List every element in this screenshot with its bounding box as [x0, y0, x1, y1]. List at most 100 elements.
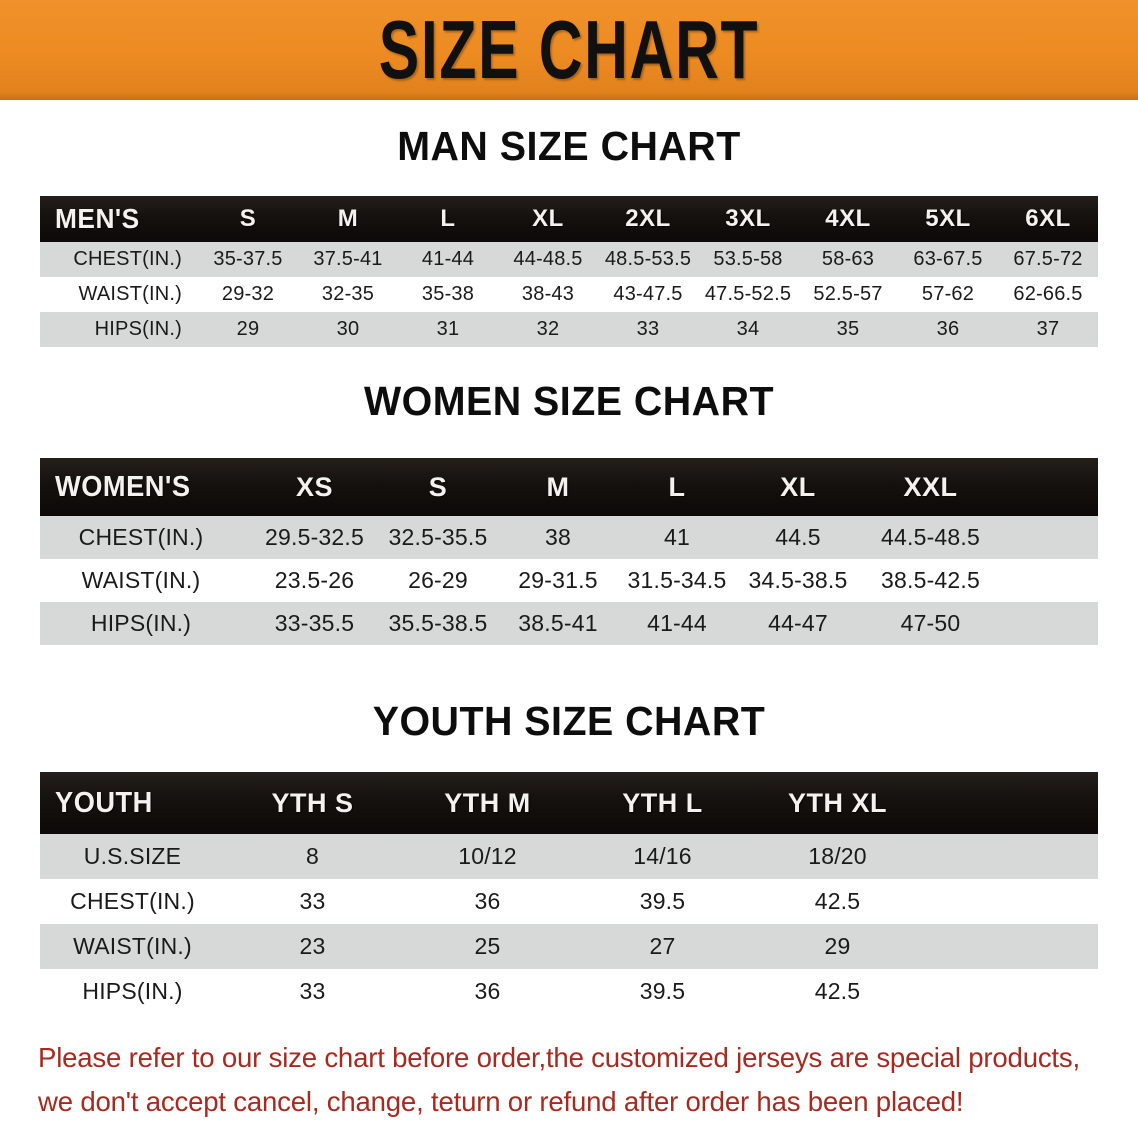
- table-row: HIPS(IN.) 33 36 39.5 42.5: [40, 969, 1098, 1014]
- women-header-spacer: [1002, 458, 1098, 516]
- table-cell: 29: [236, 318, 260, 340]
- men-size-header: 3XL: [725, 205, 771, 232]
- youth-size-table: YOUTH YTH S YTH M YTH L YTH XL U.S.SIZE …: [40, 772, 1098, 1014]
- table-row: CHEST(IN.) 33 36 39.5 42.5: [40, 879, 1098, 924]
- row-label: CHEST(IN.): [70, 888, 195, 914]
- row-label: HIPS(IN.): [82, 978, 183, 1004]
- table-cell: 35: [836, 318, 860, 340]
- table-cell: 35-38: [421, 283, 475, 305]
- table-cell: 38-43: [521, 283, 575, 305]
- youth-header-spacer: [925, 772, 1098, 834]
- table-cell: 29: [824, 933, 851, 959]
- table-cell: 10/12: [458, 843, 517, 869]
- table-cell: 57-62: [921, 283, 975, 305]
- banner-title: SIZE CHART: [378, 2, 760, 96]
- table-cell-spacer: [1002, 559, 1098, 602]
- table-cell: 41: [664, 524, 690, 550]
- table-cell: 18/20: [808, 843, 867, 869]
- table-cell: 32.5-35.5: [388, 524, 488, 550]
- table-cell: 58-63: [821, 248, 875, 270]
- disclaimer-line-1: Please refer to our size chart before or…: [38, 1042, 1080, 1073]
- table-cell: 39.5: [639, 888, 686, 914]
- youth-size-header: YTH M: [444, 787, 531, 818]
- row-label: WAIST(IN.): [81, 567, 201, 593]
- women-size-header: L: [668, 471, 686, 502]
- table-row: WAIST(IN.) 23 25 27 29: [40, 924, 1098, 969]
- men-size-header: XL: [532, 205, 564, 232]
- table-cell: 32: [536, 318, 560, 340]
- table-cell: 33-35.5: [274, 610, 355, 636]
- table-cell: 47-50: [900, 610, 961, 636]
- table-cell: 41-44: [421, 248, 475, 270]
- row-label: HIPS(IN.): [90, 610, 192, 636]
- table-cell: 39.5: [639, 978, 686, 1004]
- table-cell: 37: [1036, 318, 1060, 340]
- table-cell: 44-47: [768, 610, 828, 636]
- disclaimer-line-2: we don't accept cancel, change, teturn o…: [38, 1086, 964, 1117]
- women-header-row: WOMEN'S XS S M L XL XXL: [40, 458, 1098, 516]
- man-section-title: MAN SIZE CHART: [397, 123, 741, 169]
- table-cell: 52.5-57: [813, 283, 883, 305]
- table-row: HIPS(IN.) 29 30 31 32 33 34 35 36 37: [40, 312, 1098, 347]
- table-cell: 41-44: [647, 610, 707, 636]
- table-row: HIPS(IN.) 33-35.5 35.5-38.5 38.5-41 41-4…: [40, 602, 1098, 645]
- women-size-header: S: [428, 471, 448, 502]
- disclaimer-text: Please refer to our size chart before or…: [38, 1036, 1088, 1124]
- table-cell: 8: [306, 843, 319, 869]
- men-size-header: S: [239, 205, 257, 232]
- table-cell: 29-32: [221, 283, 275, 305]
- table-cell: 44.5-48.5: [881, 524, 980, 550]
- table-cell: 14/16: [633, 843, 692, 869]
- table-cell: 36: [474, 978, 501, 1004]
- women-size-header: XXL: [903, 471, 958, 502]
- table-row: WAIST(IN.) 29-32 32-35 35-38 38-43 43-47…: [40, 277, 1098, 312]
- men-size-table: MEN'S S M L XL 2XL 3XL 4XL 5XL 6XL CHEST…: [40, 196, 1098, 347]
- table-cell: 48.5-53.5: [604, 248, 692, 270]
- table-cell: 44-48.5: [513, 248, 583, 270]
- table-row: CHEST(IN.) 29.5-32.5 32.5-35.5 38 41 44.…: [40, 516, 1098, 559]
- table-cell-spacer: [925, 924, 1098, 969]
- row-label: CHEST(IN.): [73, 248, 182, 270]
- table-cell: 34: [736, 318, 760, 340]
- table-cell: 38.5-42.5: [881, 567, 980, 593]
- table-cell: 38.5-41: [518, 610, 598, 636]
- table-row: U.S.SIZE 8 10/12 14/16 18/20: [40, 834, 1098, 879]
- youth-size-header: YTH XL: [787, 787, 887, 818]
- table-cell: 33: [299, 978, 326, 1004]
- men-table-label: MEN'S: [55, 203, 140, 234]
- women-table-label: WOMEN'S: [55, 470, 191, 503]
- table-cell-spacer: [1002, 602, 1098, 645]
- table-cell: 27: [649, 933, 676, 959]
- table-cell: 33: [636, 318, 660, 340]
- men-size-header: 6XL: [1025, 205, 1071, 232]
- table-cell: 29-31.5: [518, 567, 598, 593]
- row-label: HIPS(IN.): [94, 318, 182, 340]
- table-cell: 44.5: [775, 524, 821, 550]
- table-row: WAIST(IN.) 23.5-26 26-29 29-31.5 31.5-34…: [40, 559, 1098, 602]
- women-size-header: M: [546, 471, 570, 502]
- row-label: U.S.SIZE: [83, 843, 182, 869]
- table-cell: 25: [474, 933, 501, 959]
- men-size-header: L: [440, 205, 456, 232]
- women-size-header: XL: [780, 471, 816, 502]
- row-label: WAIST(IN.): [73, 933, 192, 959]
- table-cell-spacer: [925, 834, 1098, 879]
- table-cell: 23: [299, 933, 326, 959]
- youth-section-title: YOUTH SIZE CHART: [372, 698, 766, 744]
- men-size-header: M: [337, 205, 359, 232]
- table-cell-spacer: [1002, 516, 1098, 559]
- table-cell-spacer: [925, 969, 1098, 1014]
- table-cell-spacer: [925, 879, 1098, 924]
- table-cell: 42.5: [814, 888, 861, 914]
- row-label: WAIST(IN.): [78, 283, 182, 305]
- table-cell: 63-67.5: [913, 248, 983, 270]
- table-cell: 42.5: [814, 978, 861, 1004]
- youth-size-header: YTH L: [622, 787, 703, 818]
- youth-table-label: YOUTH: [55, 786, 153, 819]
- page-banner: SIZE CHART: [0, 0, 1138, 100]
- table-cell: 34.5-38.5: [748, 567, 848, 593]
- row-label: CHEST(IN.): [78, 524, 204, 550]
- youth-size-header: YTH S: [271, 787, 354, 818]
- men-size-header: 2XL: [625, 205, 671, 232]
